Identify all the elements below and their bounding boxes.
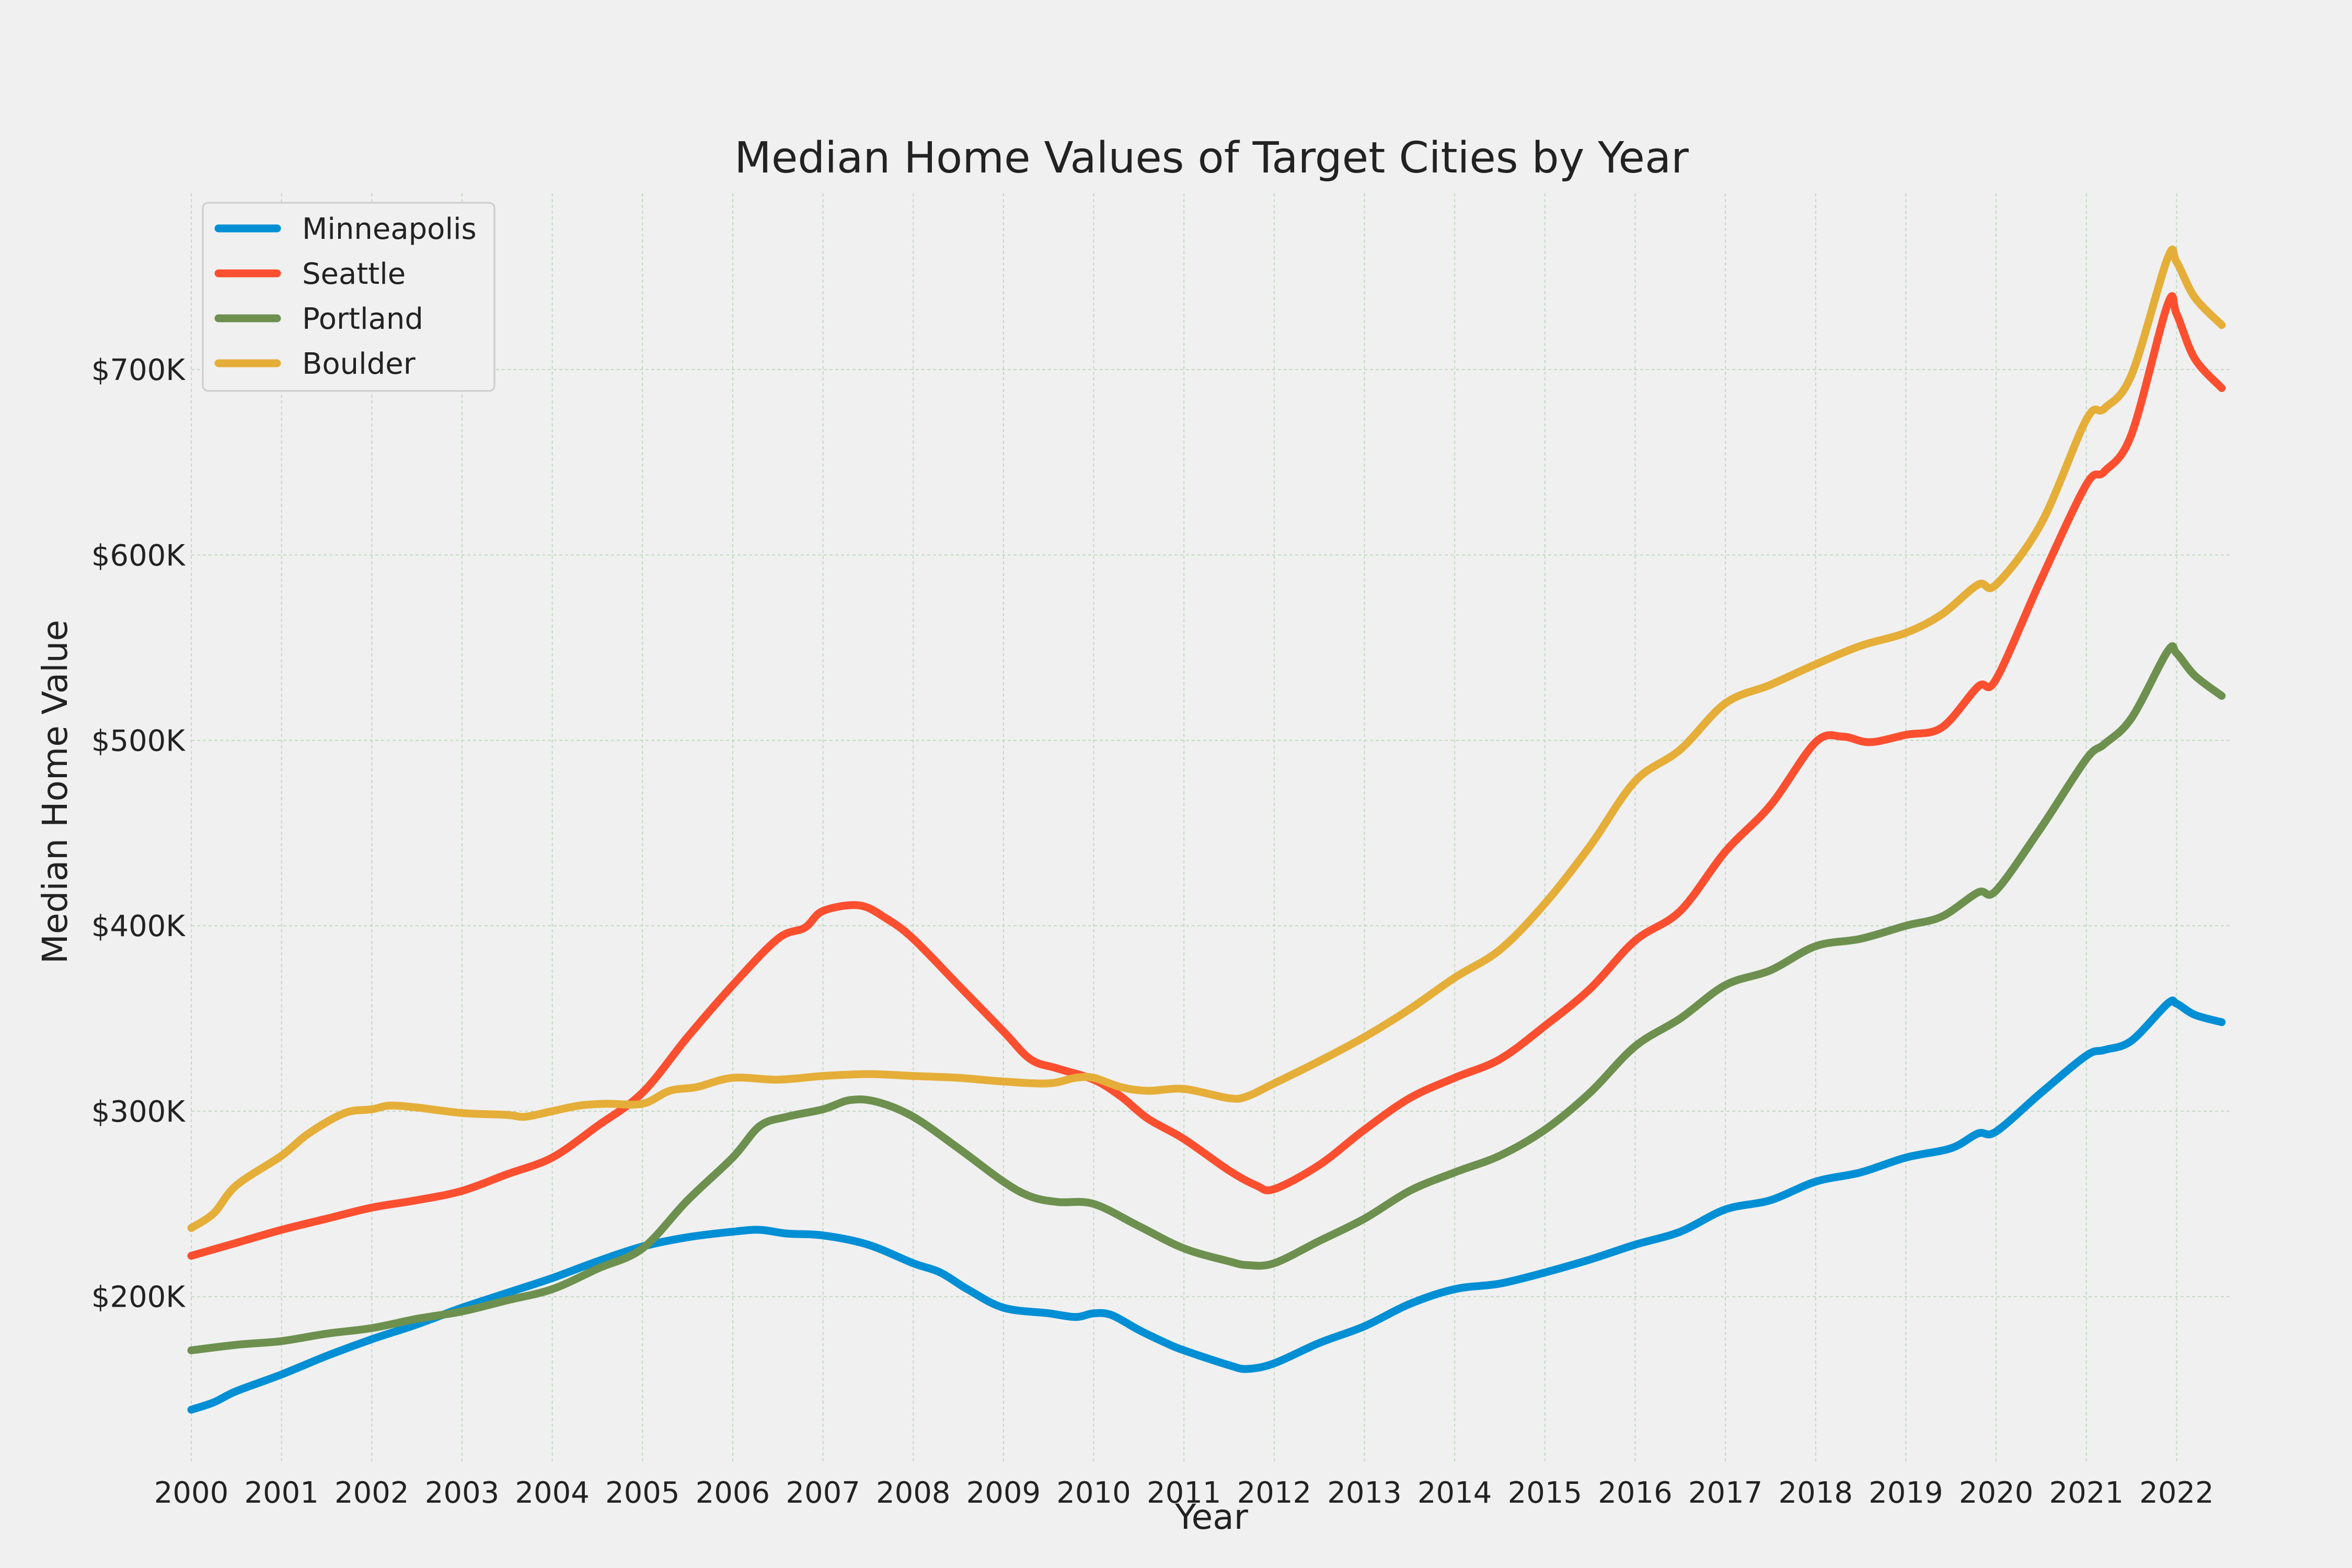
x-tick-label: 2001 [244, 1476, 319, 1510]
x-tick-label: 2012 [1237, 1476, 1312, 1510]
x-tick-label: 2015 [1508, 1476, 1583, 1510]
legend-label-boulder: Boulder [302, 347, 416, 381]
x-tick-label: 2005 [605, 1476, 680, 1510]
x-tick-label: 2020 [1959, 1476, 2034, 1510]
x-tick-label: 2018 [1779, 1476, 1853, 1510]
y-tick-label: $500K [91, 724, 186, 758]
axis-ticks: 2000 2001 2002 2003 2004 2005 2006 2007 2008 2009… [91, 353, 2214, 1510]
x-tick-label: 2016 [1598, 1476, 1673, 1510]
x-tick-label: 2009 [966, 1476, 1041, 1510]
legend: Minneapolis Seattle Portland Boulder [202, 202, 495, 392]
x-tick-label: 2022 [2139, 1476, 2214, 1510]
x-tick-label: 2002 [335, 1476, 409, 1510]
grid [191, 193, 2231, 1463]
y-tick-label: $700K [91, 353, 186, 387]
y-tick-label: $300K [91, 1095, 186, 1129]
x-tick-label: 2000 [154, 1476, 229, 1510]
series-line-portland [187, 642, 2226, 1355]
legend-label-seattle: Seattle [302, 257, 406, 291]
x-tick-label: 2003 [425, 1476, 500, 1510]
legend-label-portland: Portland [302, 302, 423, 336]
y-tick-label: $600K [91, 539, 186, 573]
x-tick-label: 2014 [1417, 1476, 1492, 1510]
x-tick-label: 2019 [1869, 1476, 1943, 1510]
x-axis-label: Year [1174, 1497, 1249, 1537]
x-tick-label: 2021 [2049, 1476, 2124, 1510]
x-tick-label: 2007 [786, 1476, 860, 1510]
series-line-seattle [187, 292, 2226, 1260]
x-tick-label: 2010 [1056, 1476, 1131, 1510]
x-tick-label: 2008 [876, 1476, 951, 1510]
y-tick-label: $200K [91, 1281, 186, 1315]
y-axis-label: Median Home Value [35, 620, 75, 964]
x-tick-label: 2006 [696, 1476, 770, 1510]
y-tick-label: $400K [91, 909, 186, 943]
series-line-minneapolis [187, 996, 2226, 1414]
legend-label-minneapolis: Minneapolis [302, 212, 477, 246]
series-lines [187, 245, 2226, 1414]
x-tick-label: 2004 [515, 1476, 590, 1510]
x-tick-label: 2011 [1147, 1476, 1221, 1510]
series-line-boulder [187, 245, 2226, 1232]
x-tick-label: 2013 [1327, 1476, 1402, 1510]
x-tick-label: 2017 [1688, 1476, 1763, 1510]
chart-title: Median Home Values of Target Cities by Y… [734, 133, 1689, 183]
legend-box [202, 202, 495, 392]
